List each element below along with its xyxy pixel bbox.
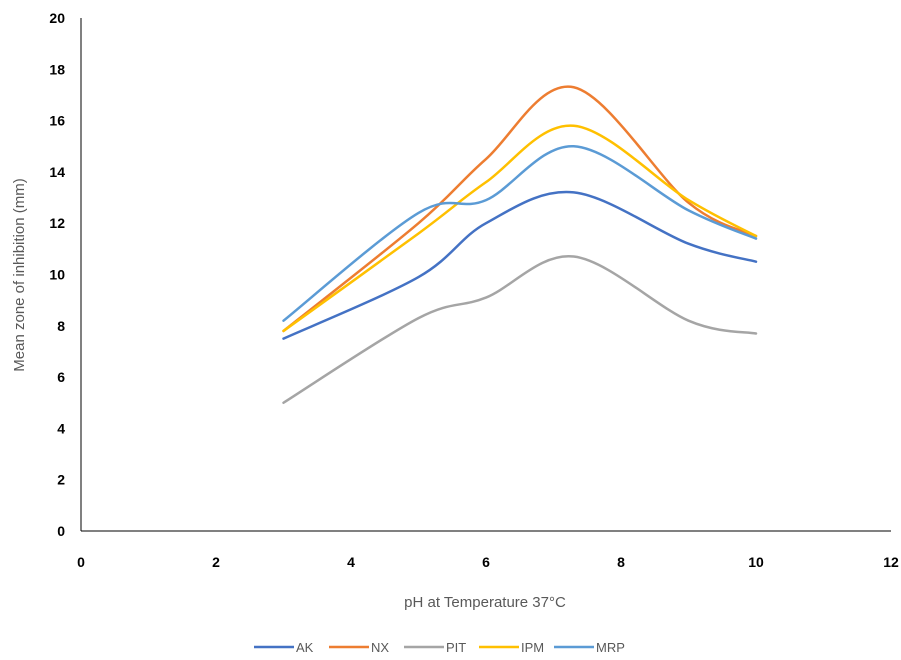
legend-item-mrp: MRP (554, 640, 625, 655)
series-line-ak (282, 190, 758, 340)
legend-item-ak: AK (254, 640, 314, 655)
x-tick-label: 8 (617, 554, 625, 570)
axes (80, 18, 891, 532)
y-tick-label: 8 (57, 318, 65, 334)
series-line-mrp (282, 144, 758, 322)
x-tick-label: 12 (883, 554, 899, 570)
legend-label: AK (296, 640, 314, 655)
legend-label: IPM (521, 640, 544, 655)
y-tick-label: 0 (57, 523, 65, 539)
series-layer (282, 85, 758, 404)
x-tick-label: 4 (347, 554, 355, 570)
y-tick-label: 12 (49, 215, 65, 231)
legend-item-ipm: IPM (479, 640, 544, 655)
y-tick-label: 18 (49, 61, 65, 77)
legend-label: PIT (446, 640, 466, 655)
y-tick-label: 10 (49, 267, 65, 283)
y-tick-label: 2 (57, 472, 65, 488)
y-tick-label: 6 (57, 369, 65, 385)
y-tick-label: 14 (49, 164, 65, 180)
legend-item-nx: NX (329, 640, 389, 655)
x-axis-label: pH at Temperature 37°C (404, 594, 566, 611)
y-tick-label: 16 (49, 113, 65, 129)
series-line-pit (282, 255, 758, 404)
series-line-nx (282, 85, 758, 333)
y-axis-label: Mean zone of inhibition (mm) (11, 178, 28, 371)
x-tick-label: 10 (748, 554, 764, 570)
legend-label: NX (371, 640, 389, 655)
x-tick-label: 0 (77, 554, 85, 570)
legend-label: MRP (596, 640, 625, 655)
x-tick-label: 6 (482, 554, 490, 570)
legend: AK NX PIT IPM MRP (254, 640, 625, 655)
legend-item-pit: PIT (404, 640, 466, 655)
series-line-ipm (282, 124, 758, 333)
y-tick-label: 4 (57, 420, 65, 436)
y-tick-label: 20 (49, 10, 65, 26)
x-tick-label: 2 (212, 554, 220, 570)
tick-labels: 0 2 4 6 8 10 12 14 16 18 20 0 2 4 6 8 10 12 (49, 10, 899, 570)
